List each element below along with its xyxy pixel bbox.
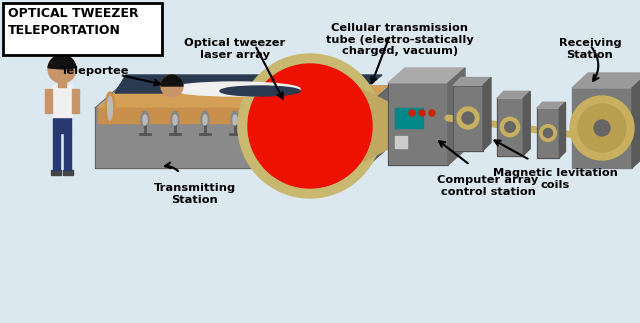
Wedge shape [161,75,183,86]
Circle shape [570,96,634,160]
Polygon shape [98,108,362,123]
Polygon shape [64,133,71,170]
Circle shape [462,112,474,124]
Polygon shape [453,78,491,86]
Text: Optical tweezer
laser array: Optical tweezer laser array [184,38,285,60]
Ellipse shape [203,115,207,125]
Ellipse shape [233,115,237,125]
Circle shape [457,107,479,129]
Circle shape [543,129,552,138]
Circle shape [238,54,382,198]
Ellipse shape [231,111,239,129]
Polygon shape [45,89,52,113]
Text: Magnetic levitation
coils: Magnetic levitation coils [493,168,618,190]
Ellipse shape [141,111,149,129]
Polygon shape [98,86,387,108]
Ellipse shape [261,111,269,129]
Polygon shape [52,85,72,117]
Polygon shape [497,91,530,99]
Polygon shape [365,86,390,168]
Polygon shape [58,79,66,87]
Text: Transmitting
Station: Transmitting Station [154,183,236,204]
Polygon shape [483,78,491,151]
Polygon shape [448,68,465,165]
FancyBboxPatch shape [3,3,162,55]
Polygon shape [59,73,65,77]
Text: Computer array
control station: Computer array control station [437,175,539,197]
Polygon shape [53,133,60,170]
Circle shape [409,110,415,116]
Ellipse shape [263,115,267,125]
Circle shape [500,117,520,137]
Polygon shape [572,73,640,88]
Ellipse shape [105,92,115,124]
Circle shape [578,104,626,152]
Polygon shape [523,91,530,156]
Circle shape [505,122,515,132]
Circle shape [429,110,435,116]
FancyBboxPatch shape [51,170,61,175]
Text: Receiving
Station: Receiving Station [559,38,621,60]
Polygon shape [572,88,632,168]
Ellipse shape [321,111,329,129]
Ellipse shape [291,111,299,129]
FancyBboxPatch shape [395,108,423,128]
Polygon shape [632,73,640,168]
Polygon shape [72,89,79,113]
Ellipse shape [293,115,297,125]
Polygon shape [536,102,566,108]
Ellipse shape [170,82,300,96]
Circle shape [540,125,556,141]
Polygon shape [497,99,523,156]
Polygon shape [310,64,390,188]
Wedge shape [48,55,76,69]
Ellipse shape [357,92,367,124]
Circle shape [48,55,76,83]
Polygon shape [53,117,71,133]
Polygon shape [115,75,382,93]
Ellipse shape [173,115,177,125]
Text: OPTICAL TWEEZER
TELEPORTATION: OPTICAL TWEEZER TELEPORTATION [8,7,139,37]
Ellipse shape [360,96,364,120]
FancyBboxPatch shape [63,170,73,175]
Polygon shape [453,86,483,151]
Polygon shape [95,86,390,108]
Ellipse shape [323,115,327,125]
Circle shape [248,64,372,188]
Circle shape [594,120,610,136]
Text: Cellular transmission
tube (electro-statically
charged, vacuum): Cellular transmission tube (electro-stat… [326,23,474,56]
Ellipse shape [108,96,113,120]
Polygon shape [388,83,448,165]
Ellipse shape [220,86,300,96]
Ellipse shape [201,111,209,129]
FancyBboxPatch shape [395,136,407,148]
Circle shape [161,75,183,97]
Ellipse shape [171,111,179,129]
Ellipse shape [143,115,147,125]
Polygon shape [388,68,465,83]
Polygon shape [559,102,566,158]
Polygon shape [95,108,365,168]
Text: Teleportee: Teleportee [61,66,129,76]
Polygon shape [536,108,559,158]
Circle shape [419,110,425,116]
